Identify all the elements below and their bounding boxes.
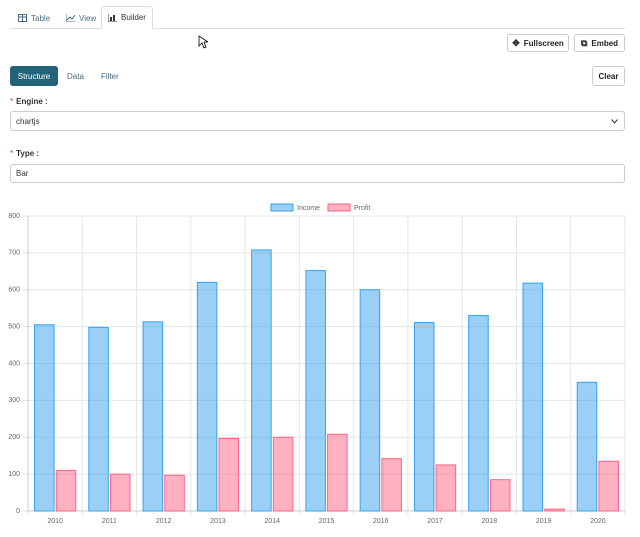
x-tick-label: 2016 [373,518,389,525]
bar [327,433,348,512]
x-tick-label: 2011 [102,518,117,525]
x-tick-label: 2019 [536,518,552,525]
type-input[interactable]: Bar [10,164,625,183]
bar [598,460,619,512]
legend-label: Income [297,205,320,212]
y-tick-label: 700 [8,250,20,257]
bar [489,479,511,512]
bar [164,474,185,512]
y-tick-label: 800 [8,213,20,220]
legend-label: Profit [354,205,370,212]
bar [305,270,326,512]
icon [66,14,75,22]
tab-label: Builder [121,13,146,22]
x-tick-label: 2012 [156,518,172,525]
subtab-filter[interactable]: Filter [101,71,119,81]
icon [108,13,118,22]
y-tick-label: 600 [8,287,20,294]
legend-swatch [270,203,294,212]
bar [218,437,240,512]
bar [413,322,435,512]
button-label: Embed [591,38,619,48]
tab-label: View [79,13,97,23]
required-mark: * [10,148,14,158]
subtab-structure[interactable]: Structure [10,66,58,86]
x-tick-label: 2014 [264,518,280,525]
engine-select[interactable]: chartjs [10,111,625,131]
bar [544,508,565,512]
clear-button[interactable]: Clear [592,66,625,86]
label-text: Engine : [16,96,48,106]
bar [272,436,294,512]
bar [576,381,598,512]
bar [142,321,164,512]
embed-button[interactable]: ⧉ Embed [574,34,625,52]
required-mark: * [10,96,14,106]
y-tick-label: 300 [8,397,20,404]
tab-label: Table [31,13,51,23]
subtab-data[interactable]: Data [67,71,84,81]
bar [435,464,457,512]
x-tick-label: 2015 [319,518,335,525]
engine-label: * Engine : [10,96,48,106]
cursor [198,35,208,49]
bar [251,249,272,512]
bar [381,458,402,512]
tab-builder[interactable]: Builder [101,6,153,29]
y-tick-label: 100 [8,471,20,478]
tab-view[interactable]: View [66,10,96,26]
y-tick-label: 200 [8,434,20,441]
bar [196,281,218,512]
label-text: Type : [16,148,40,158]
button-label: Fullscreen [523,38,564,48]
bar [359,289,381,512]
chevron [611,118,618,124]
bar [55,469,77,512]
bar [468,315,489,512]
y-tick-label: 500 [8,323,20,330]
bar [109,473,131,512]
tab-table[interactable]: Table [18,10,50,26]
select-value: chartjs [16,116,40,126]
bar [522,282,544,512]
tab-divider [10,28,625,29]
bar [88,326,109,512]
x-tick-label: 2010 [47,518,63,525]
x-tick-label: 2017 [427,518,443,525]
legend-swatch [327,203,351,212]
fullscreen-button[interactable]: ✥ Fullscreen [507,34,569,52]
icon [18,14,27,22]
type-label: * Type : [10,148,39,158]
x-tick-label: 2013 [210,518,226,525]
x-tick-label: 2020 [590,518,606,525]
chart: 0 100 200 300 400 500 600 700 800 Income Profit 201… [8,203,626,525]
y-tick-label: 0 [16,508,20,515]
y-tick-label: 400 [8,360,20,367]
bar [34,324,55,512]
x-tick-label: 2018 [482,518,498,525]
